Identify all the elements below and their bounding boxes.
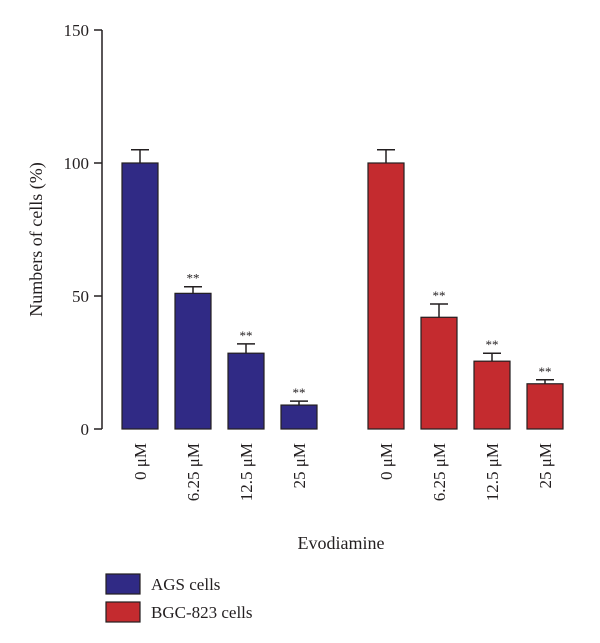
y-tick-label: 150 — [64, 21, 90, 40]
significance-label: ** — [539, 364, 552, 379]
x-tick-label: 0 μM — [377, 443, 396, 480]
x-axis-title: Evodiamine — [298, 533, 385, 553]
bar — [121, 162, 159, 430]
legend-swatch — [105, 601, 141, 623]
x-tick-label: 6.25 μM — [430, 443, 449, 501]
axes: 0 50 100 150 Numbers of cells (%) Evodiamine — [26, 21, 384, 553]
significance-label: ** — [293, 385, 306, 400]
x-tick-label: 25 μM — [536, 443, 555, 488]
legend-swatch — [105, 573, 141, 595]
y-axis-title: Numbers of cells (%) — [26, 162, 47, 316]
bar — [420, 316, 458, 430]
labels: 0 μM ** 6.25 μM ** 12.5 μM ** 25 μM 0 μM ** 6.25 … — [131, 271, 555, 502]
significance-label: ** — [486, 337, 499, 352]
bar — [367, 162, 405, 430]
legend-label: BGC-823 cells — [151, 603, 253, 622]
y-tick-label: 0 — [81, 420, 90, 439]
x-tick-label: 12.5 μM — [483, 443, 502, 501]
significance-label: ** — [187, 271, 200, 286]
legend: AGS cells BGC-823 cells — [105, 573, 253, 623]
significance-label: ** — [240, 328, 253, 343]
bar — [473, 360, 511, 430]
bar — [227, 352, 265, 430]
legend-label: AGS cells — [151, 575, 220, 594]
x-tick-label: 6.25 μM — [184, 443, 203, 501]
bar — [526, 383, 564, 430]
bars — [121, 148, 564, 430]
bar — [280, 404, 318, 430]
significance-label: ** — [433, 288, 446, 303]
y-tick-label: 100 — [64, 154, 90, 173]
x-tick-label: 12.5 μM — [237, 443, 256, 501]
x-tick-label: 25 μM — [290, 443, 309, 488]
bar — [174, 292, 212, 430]
x-tick-label: 0 μM — [131, 443, 150, 480]
y-tick-label: 50 — [72, 287, 89, 306]
